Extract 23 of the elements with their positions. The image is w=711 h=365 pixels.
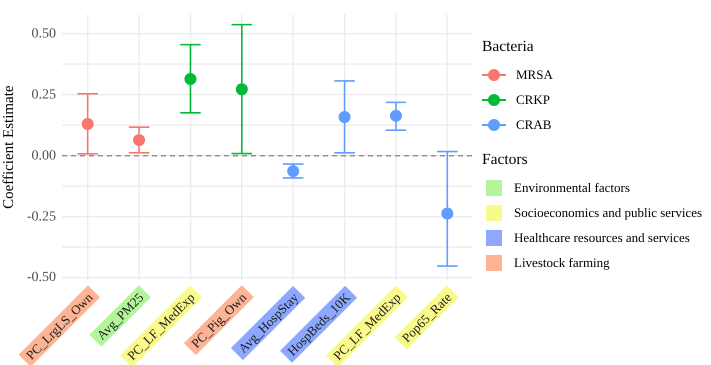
point	[287, 165, 300, 178]
point	[390, 110, 402, 122]
text: Livestock farming	[514, 254, 610, 270]
legend-label: CRKP	[516, 92, 550, 108]
y-tick-label: -0.25	[26, 209, 56, 224]
point	[133, 134, 146, 146]
text: Socioeconomics and public services	[514, 204, 702, 220]
text: Factors	[482, 151, 529, 169]
point	[236, 83, 248, 96]
point	[82, 118, 94, 130]
y-tick-label: 0.50	[32, 26, 56, 42]
point	[184, 72, 196, 85]
point	[441, 207, 454, 220]
y-tick-label: 0.00	[32, 148, 56, 164]
y-axis-title: Coefficient Estimate	[0, 85, 17, 209]
legend-title: Bacteria	[482, 38, 535, 56]
legend-label: CRAB	[516, 116, 552, 132]
text: Environmental factors	[514, 180, 630, 196]
y-tick-label: 0.25	[32, 87, 56, 102]
y-tick-label: -0.50	[26, 270, 56, 286]
legend-label: MRSA	[516, 66, 553, 82]
text: Healthcare resources and services	[514, 230, 690, 246]
point	[338, 110, 351, 123]
